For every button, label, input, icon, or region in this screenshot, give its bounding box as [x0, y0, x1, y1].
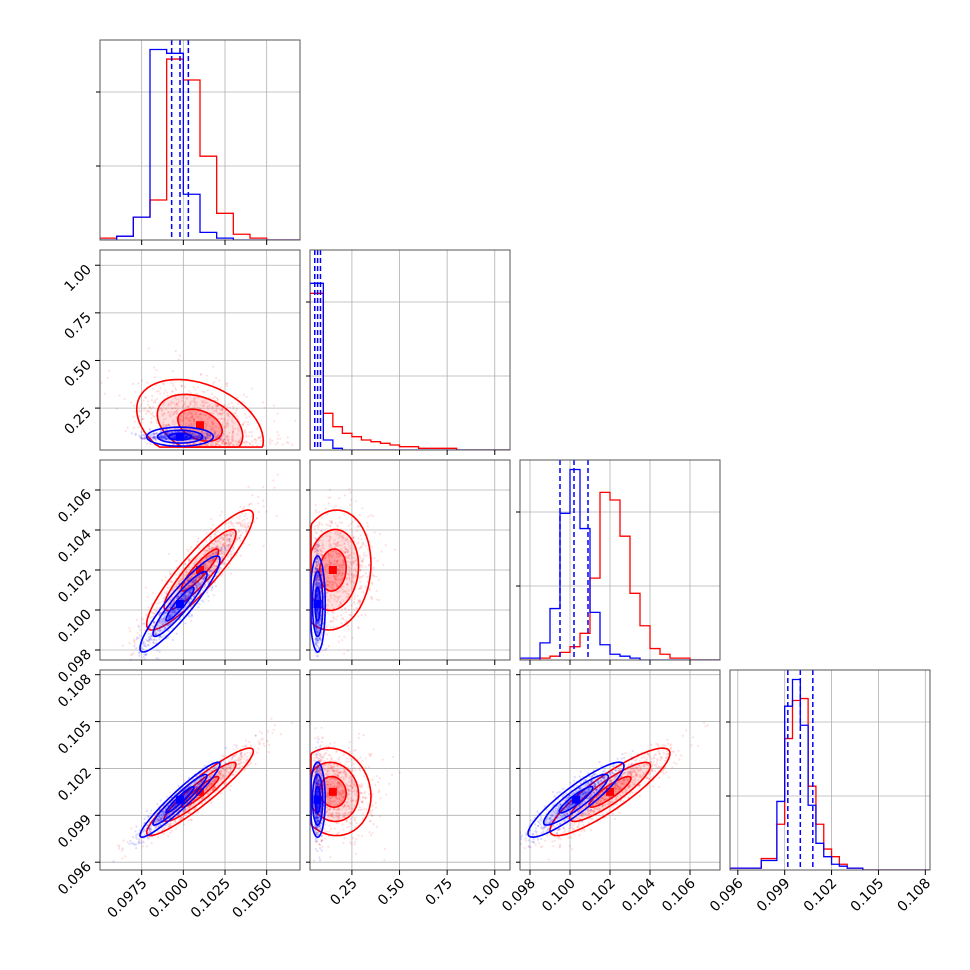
- histogram-series-b: [310, 292, 510, 450]
- panel-frame: [99, 669, 301, 871]
- y-tick-label: 1.00: [61, 262, 94, 295]
- x-tick-label: 0.25: [327, 876, 360, 909]
- peak-marker: [328, 787, 337, 796]
- contour-level: [310, 555, 327, 653]
- panel-3-0: [100, 670, 300, 870]
- contour-level: [310, 761, 327, 839]
- histogram-series-a: [730, 678, 930, 870]
- panel-frame: [309, 459, 511, 661]
- panel-frame: [729, 669, 931, 871]
- x-tick-label: 0.0975: [105, 876, 151, 922]
- histogram-series-a: [310, 282, 510, 450]
- panel-1-0: [100, 250, 300, 450]
- panel-background: [730, 670, 930, 870]
- histogram-series-a: [100, 48, 300, 240]
- panel-background: [520, 460, 720, 660]
- peak-marker: [196, 566, 204, 574]
- y-tick-label: 0.50: [61, 357, 94, 390]
- panel-frame: [309, 249, 511, 451]
- x-tick-label: 0.104: [619, 875, 659, 915]
- panel-background: [100, 670, 300, 870]
- panel-2-0: [100, 460, 300, 660]
- panel-frame: [99, 249, 301, 451]
- y-tick-label: 0.102: [55, 567, 95, 607]
- peak-marker: [313, 600, 322, 608]
- panel-2-2: [520, 460, 720, 660]
- x-tick-label: 0.75: [423, 876, 456, 909]
- y-tick-label: 0.105: [55, 718, 95, 758]
- scatter-group: [100, 347, 297, 448]
- panel-1-1: [310, 250, 510, 450]
- peak-marker: [572, 795, 580, 804]
- panel-frame: [519, 459, 721, 661]
- peak-marker: [176, 600, 184, 608]
- panel-background: [310, 670, 510, 870]
- panel-background: [310, 250, 510, 450]
- panel-background: [520, 670, 720, 870]
- panel-0-0: [100, 40, 300, 240]
- histogram-series-a: [520, 468, 720, 660]
- x-tick-label: 0.105: [848, 876, 888, 916]
- scatter-group: [520, 721, 709, 861]
- x-tick-label: 0.1025: [188, 876, 234, 922]
- contour-level: [145, 747, 255, 837]
- x-tick-label: 0.50: [375, 876, 408, 909]
- y-tick-label: 0.106: [55, 486, 95, 526]
- y-tick-label: 0.102: [55, 765, 95, 805]
- panel-frame: [309, 669, 511, 871]
- contour-level: [139, 555, 221, 653]
- x-tick-label: 0.099: [754, 876, 794, 916]
- y-tick-label: 0.104: [55, 526, 95, 566]
- x-tick-label: 0.102: [579, 876, 619, 916]
- contour-level: [139, 761, 221, 839]
- x-tick-label: 0.100: [539, 876, 579, 916]
- peak-marker: [196, 421, 204, 430]
- peak-marker: [176, 432, 184, 441]
- y-tick-label: 0.25: [61, 405, 94, 438]
- contour-level: [145, 509, 255, 631]
- x-tick-label: 0.1050: [230, 876, 276, 922]
- contour-level: [527, 761, 625, 839]
- panel-3-2: [520, 670, 720, 870]
- x-tick-label: 0.102: [801, 876, 841, 916]
- panel-background: [310, 460, 510, 660]
- scatter-group: [310, 488, 397, 660]
- peak-marker: [313, 795, 322, 804]
- peak-marker: [606, 787, 614, 796]
- panel-2-1: [310, 460, 510, 660]
- x-tick-label: 0.096: [707, 875, 747, 915]
- contour-level: [145, 426, 215, 448]
- scatter-group: [310, 726, 401, 862]
- panel-3-3: [730, 670, 930, 870]
- contour-level: [549, 747, 671, 837]
- peak-marker: [328, 566, 337, 574]
- scatter-group: [112, 717, 294, 863]
- panel-3-1: [310, 670, 510, 870]
- peak-marker: [176, 795, 184, 804]
- y-tick-label: 0.099: [55, 812, 95, 852]
- x-tick-label: 0.106: [659, 875, 699, 915]
- y-tick-label: 0.100: [55, 607, 95, 647]
- x-tick-label: 0.098: [499, 876, 539, 916]
- y-tick-label: 0.096: [55, 859, 95, 899]
- x-tick-label: 0.108: [894, 876, 934, 916]
- x-tick-label: 0.1000: [146, 876, 192, 922]
- panel-frame: [519, 669, 721, 871]
- panel-frame: [99, 39, 301, 241]
- y-tick-label: 0.75: [61, 309, 94, 342]
- scatter-group: [121, 473, 279, 660]
- panel-frame: [99, 459, 301, 661]
